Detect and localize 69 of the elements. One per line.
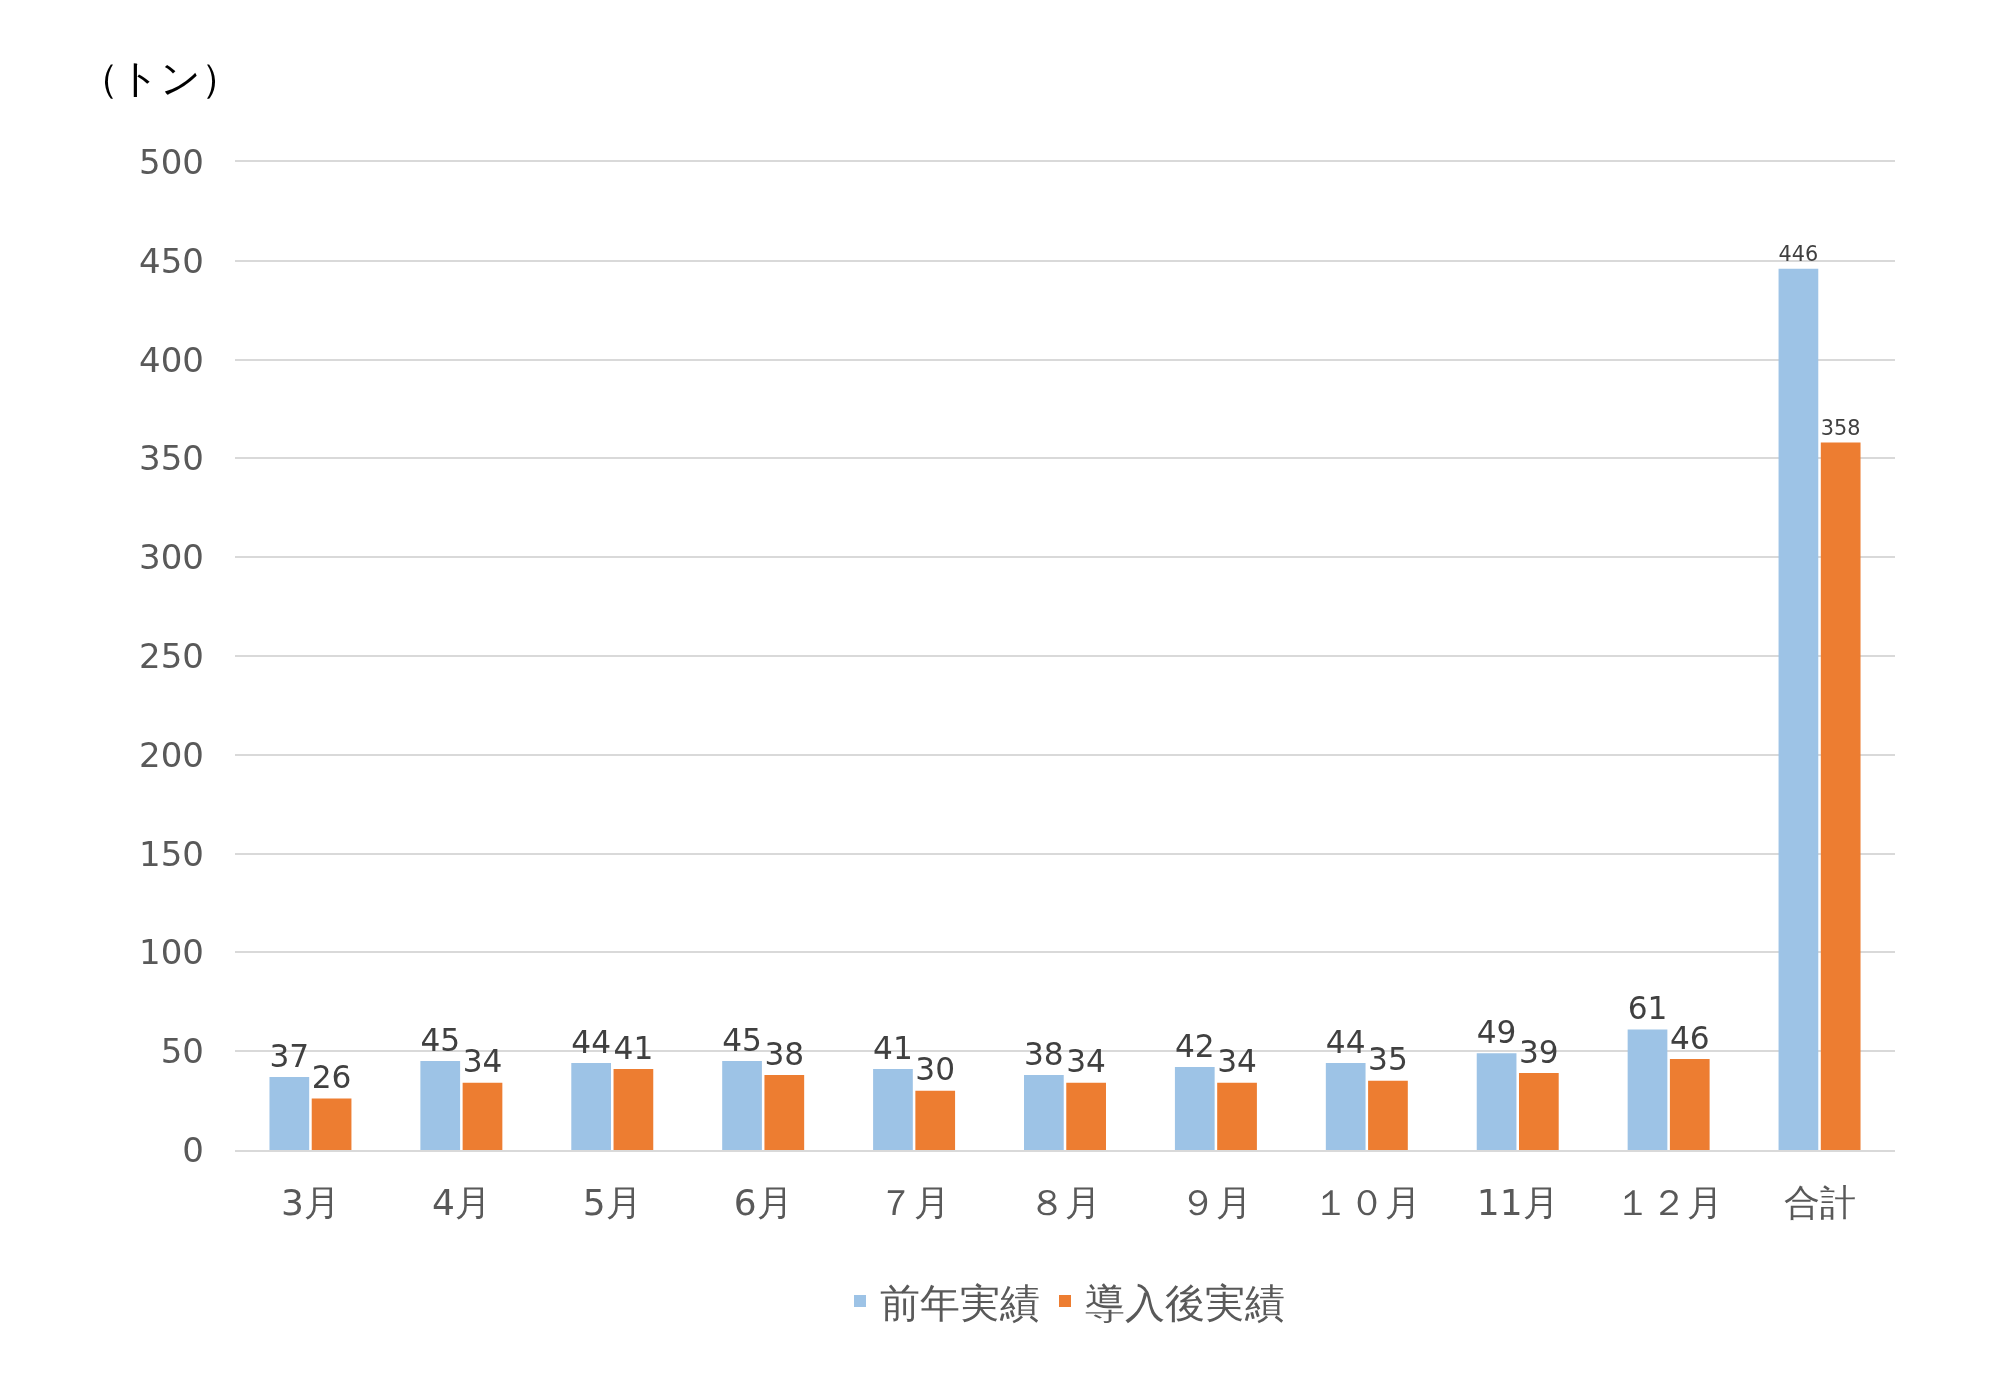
- bar: [1325, 1063, 1366, 1150]
- bar: [571, 1063, 612, 1150]
- bar: [915, 1090, 956, 1150]
- data-label: 45: [722, 1021, 762, 1058]
- data-label: 45: [420, 1021, 461, 1058]
- legend-label: 前年実績: [880, 1279, 1040, 1326]
- y-tick-label: 50: [160, 1031, 204, 1072]
- bar: [1627, 1029, 1668, 1150]
- data-label: 38: [764, 1035, 805, 1072]
- x-tick-label: 11月: [1476, 1182, 1559, 1224]
- x-tick-label: 合計: [1783, 1182, 1856, 1224]
- y-tick-label: 450: [139, 240, 204, 281]
- bar: [1518, 1072, 1559, 1150]
- data-label: 46: [1669, 1019, 1710, 1056]
- data-label: 35: [1368, 1041, 1408, 1078]
- data-label: 61: [1627, 990, 1668, 1027]
- data-label: 446: [1778, 241, 1819, 266]
- bar: [311, 1098, 352, 1150]
- data-label: 49: [1476, 1013, 1517, 1050]
- bar: [1368, 1080, 1408, 1150]
- y-tick-label: 0: [182, 1129, 204, 1170]
- data-label: 39: [1518, 1033, 1559, 1070]
- data-label: 38: [1024, 1035, 1064, 1072]
- data-label: 41: [613, 1029, 654, 1066]
- y-tick-label: 500: [139, 141, 204, 182]
- bar: [1217, 1082, 1257, 1150]
- y-tick-label: 300: [139, 537, 204, 578]
- bar: [1669, 1059, 1710, 1150]
- bar: [1066, 1082, 1106, 1150]
- data-label: 44: [571, 1023, 612, 1060]
- data-label: 26: [311, 1059, 352, 1096]
- bar: [1476, 1053, 1517, 1150]
- bar: [420, 1061, 461, 1150]
- y-tick-label: 200: [139, 734, 204, 775]
- data-label: 34: [1066, 1043, 1106, 1080]
- bar: [873, 1068, 913, 1150]
- y-tick-label: 400: [139, 339, 204, 380]
- x-tick-label: １２月: [1614, 1182, 1723, 1224]
- x-tick-label: 4月: [431, 1182, 491, 1224]
- x-tick-label: ７月: [878, 1182, 951, 1224]
- data-label: 44: [1325, 1023, 1366, 1060]
- y-tick-label: 150: [139, 833, 204, 874]
- x-tick-label: １０月: [1312, 1182, 1421, 1224]
- data-label: 34: [462, 1043, 503, 1080]
- x-tick-label: 5月: [582, 1182, 642, 1224]
- data-label: 42: [1174, 1027, 1215, 1064]
- x-tick-label: 3月: [281, 1182, 340, 1224]
- y-axis-title: （トン）: [79, 55, 241, 101]
- bar: [269, 1076, 310, 1150]
- data-label: 34: [1217, 1043, 1257, 1080]
- bar: [722, 1061, 762, 1150]
- bar: [1174, 1067, 1215, 1150]
- x-tick-label: ９月: [1179, 1182, 1252, 1224]
- x-tick-label: 6月: [733, 1182, 793, 1224]
- data-label: 41: [873, 1029, 913, 1066]
- y-tick-label: 100: [139, 932, 204, 973]
- bar: [1778, 268, 1819, 1150]
- y-tick-label: 350: [139, 438, 204, 479]
- bar: [462, 1082, 503, 1150]
- data-label: 358: [1820, 415, 1861, 440]
- bar: [613, 1068, 654, 1150]
- data-label: 37: [269, 1037, 310, 1074]
- x-tick-label: ８月: [1029, 1182, 1101, 1224]
- bar: [1820, 442, 1861, 1150]
- y-tick-label: 250: [139, 635, 204, 676]
- legend-label: 導入後実績: [1085, 1279, 1285, 1326]
- bar: [764, 1074, 805, 1150]
- bar: [1024, 1074, 1064, 1150]
- data-label: 30: [915, 1051, 956, 1088]
